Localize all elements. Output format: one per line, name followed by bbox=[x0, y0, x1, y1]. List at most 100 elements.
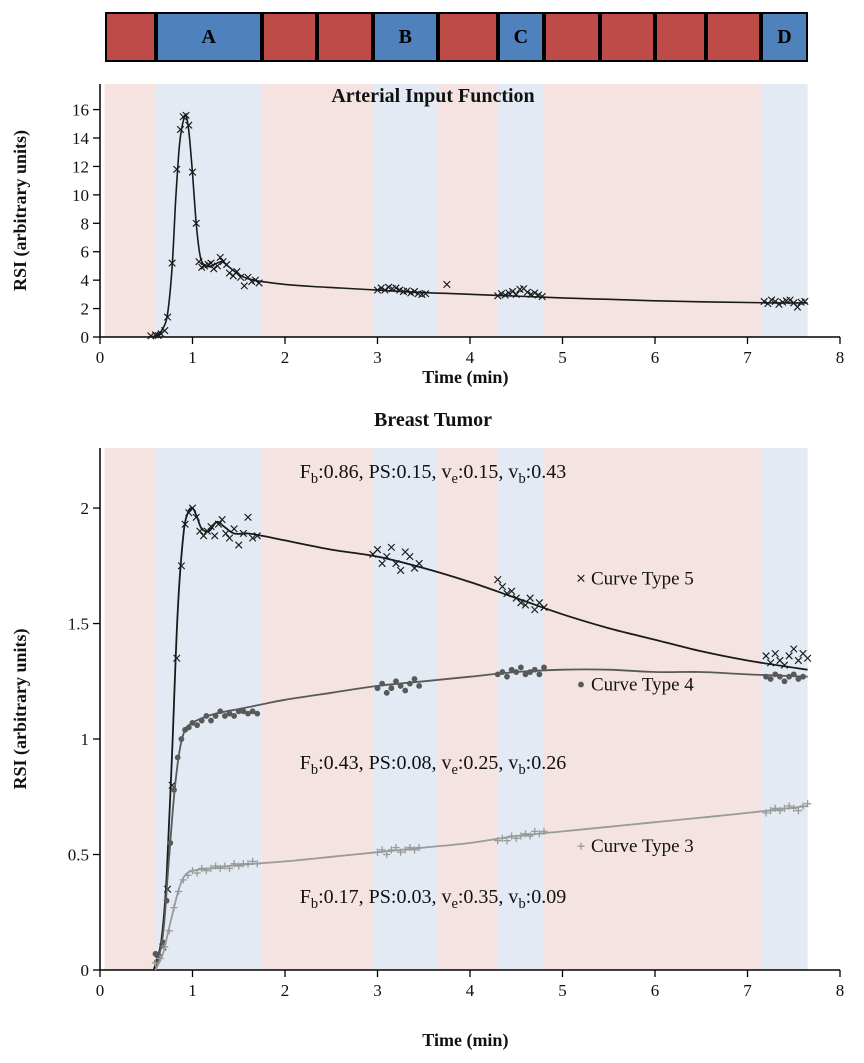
point-x bbox=[199, 532, 208, 540]
point-circle bbox=[379, 680, 386, 687]
point-plus bbox=[401, 846, 409, 854]
point-x bbox=[775, 300, 783, 309]
y-tick-label: 8 bbox=[81, 214, 90, 233]
point-circle bbox=[411, 676, 418, 682]
points-curve-type-3 bbox=[151, 800, 812, 967]
legend-label-curve-type-4: Curve Type 4 bbox=[591, 675, 694, 696]
point-x bbox=[373, 545, 382, 554]
point-plus bbox=[165, 927, 173, 935]
y-tick-label: 1.5 bbox=[68, 615, 89, 634]
phase-band-red bbox=[544, 84, 762, 337]
point-x bbox=[225, 269, 234, 277]
point-circle bbox=[185, 724, 192, 731]
point-x bbox=[538, 292, 546, 301]
x-tick-label: 3 bbox=[373, 981, 382, 1000]
point-x bbox=[176, 125, 185, 134]
phase-segment-A: A bbox=[155, 12, 262, 62]
point-x bbox=[168, 259, 176, 267]
point-plus bbox=[415, 843, 423, 852]
point-plus bbox=[202, 867, 210, 875]
point-x bbox=[392, 284, 400, 292]
y-tick-label: 16 bbox=[72, 101, 89, 120]
point-x bbox=[248, 534, 257, 542]
point-plus bbox=[406, 843, 414, 852]
point-x bbox=[163, 313, 172, 321]
point-circle bbox=[212, 713, 219, 719]
point-x bbox=[498, 582, 507, 591]
phase-segment-C: C bbox=[497, 12, 544, 62]
point-circle bbox=[240, 708, 247, 715]
point-plus bbox=[184, 871, 192, 879]
point-x bbox=[793, 303, 802, 311]
point-plus bbox=[531, 827, 539, 836]
point-circle bbox=[504, 673, 510, 680]
point-plus bbox=[794, 807, 802, 815]
point-x bbox=[203, 527, 212, 535]
y-tick-label: 1 bbox=[81, 730, 90, 749]
point-x bbox=[195, 257, 203, 266]
point-plus bbox=[512, 834, 520, 842]
point-x bbox=[216, 253, 224, 262]
y-tick-label: 0.5 bbox=[68, 846, 89, 865]
point-plus bbox=[503, 837, 511, 845]
point-circle bbox=[517, 664, 524, 671]
point-x bbox=[196, 527, 204, 535]
legend-marker-curve-type-3 bbox=[577, 842, 585, 850]
x-tick-label: 3 bbox=[373, 348, 382, 367]
point-x bbox=[378, 559, 386, 568]
point-plus bbox=[249, 857, 257, 866]
point-x bbox=[188, 504, 197, 512]
point-plus bbox=[790, 804, 798, 812]
point-plus bbox=[776, 807, 784, 815]
point-circle bbox=[163, 897, 170, 904]
phase-band-blue bbox=[372, 448, 438, 970]
x-tick-label: 6 bbox=[651, 348, 660, 367]
x-tick-label: 4 bbox=[466, 348, 475, 367]
legend-label-curve-type-3: Curve Type 3 bbox=[591, 836, 694, 857]
phase-band-red bbox=[437, 448, 498, 970]
point-x bbox=[531, 605, 539, 614]
point-x bbox=[443, 280, 451, 289]
point-circle bbox=[208, 717, 214, 724]
point-x bbox=[785, 652, 793, 660]
point-plus bbox=[193, 869, 201, 877]
point-x bbox=[523, 288, 532, 296]
point-x bbox=[540, 603, 548, 612]
point-plus bbox=[762, 809, 770, 817]
point-plus bbox=[253, 860, 261, 868]
point-plus bbox=[235, 862, 243, 870]
point-x bbox=[173, 165, 181, 173]
point-circle bbox=[189, 719, 196, 726]
point-plus bbox=[410, 846, 419, 854]
point-plus bbox=[221, 862, 229, 870]
point-plus bbox=[521, 830, 530, 838]
point-x bbox=[396, 566, 405, 575]
phase-segment-B: B bbox=[372, 12, 438, 62]
y-tick-label: 2 bbox=[81, 499, 90, 518]
point-x bbox=[230, 525, 238, 533]
phase-segment bbox=[104, 12, 156, 62]
chart-title: Arterial Input Function bbox=[331, 85, 534, 107]
phase-band-red bbox=[261, 84, 373, 337]
point-x bbox=[240, 282, 249, 290]
point-plus bbox=[535, 830, 543, 838]
y-axis-label: RSI (arbitrary units) bbox=[10, 130, 31, 291]
point-x bbox=[207, 259, 215, 267]
phase-band-red bbox=[544, 448, 762, 970]
phase-segment bbox=[317, 12, 373, 62]
point-circle bbox=[217, 708, 224, 715]
point-x bbox=[494, 575, 502, 584]
y-tick-label: 14 bbox=[72, 129, 90, 148]
point-plus bbox=[494, 837, 502, 845]
point-circle bbox=[800, 673, 806, 680]
tumor-chart: 0 1 2 3 4 5 6 7 8 0 0.5 1 1.5 2 Breast Tumor Time (min)… bbox=[10, 409, 844, 1051]
point-circle bbox=[171, 786, 177, 793]
point-plus bbox=[244, 860, 252, 868]
y-tick-label: 10 bbox=[72, 186, 89, 205]
point-circle bbox=[254, 710, 261, 717]
point-x bbox=[762, 652, 770, 660]
point-plus bbox=[517, 832, 525, 840]
point-x bbox=[780, 661, 789, 669]
point-circle bbox=[393, 678, 399, 685]
point-plus bbox=[498, 834, 506, 842]
